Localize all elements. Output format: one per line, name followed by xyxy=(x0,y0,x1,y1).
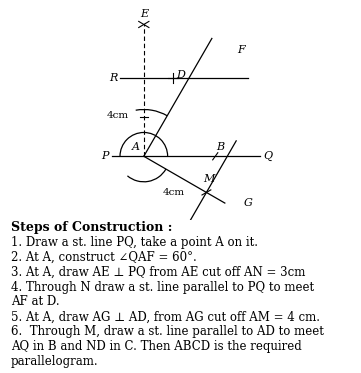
Text: A: A xyxy=(131,142,140,152)
Text: 1. Draw a st. line PQ, take a point A on it.: 1. Draw a st. line PQ, take a point A on… xyxy=(11,236,258,249)
Text: P: P xyxy=(101,151,109,161)
Text: 5. At A, draw AG ⊥ AD, from AG cut off AM = 4 cm.: 5. At A, draw AG ⊥ AD, from AG cut off A… xyxy=(11,310,320,323)
Text: parallelogram.: parallelogram. xyxy=(11,355,99,368)
Text: 2. At A, construct ∠QAF = 60°.: 2. At A, construct ∠QAF = 60°. xyxy=(11,251,197,264)
Text: AQ in B and ND in C. Then ABCD is the required: AQ in B and ND in C. Then ABCD is the re… xyxy=(11,340,301,353)
Text: B: B xyxy=(216,142,224,152)
Text: AF at D.: AF at D. xyxy=(11,295,60,308)
Text: Q: Q xyxy=(263,151,272,162)
Text: 3. At A, draw AE ⊥ PQ from AE cut off AN = 3cm: 3. At A, draw AE ⊥ PQ from AE cut off AN… xyxy=(11,266,305,279)
Text: D: D xyxy=(176,70,185,81)
Text: 6.  Through M, draw a st. line parallel to AD to meet: 6. Through M, draw a st. line parallel t… xyxy=(11,325,324,338)
Text: R: R xyxy=(109,73,117,83)
Text: 4cm: 4cm xyxy=(106,111,129,120)
Text: E: E xyxy=(140,9,148,19)
Text: Steps of Construction :: Steps of Construction : xyxy=(11,221,172,234)
Text: F: F xyxy=(238,45,245,55)
Text: 4. Through N draw a st. line parallel to PQ to meet: 4. Through N draw a st. line parallel to… xyxy=(11,280,314,294)
Text: 4cm: 4cm xyxy=(162,188,184,197)
Text: M: M xyxy=(203,174,215,184)
Text: G: G xyxy=(243,198,252,208)
